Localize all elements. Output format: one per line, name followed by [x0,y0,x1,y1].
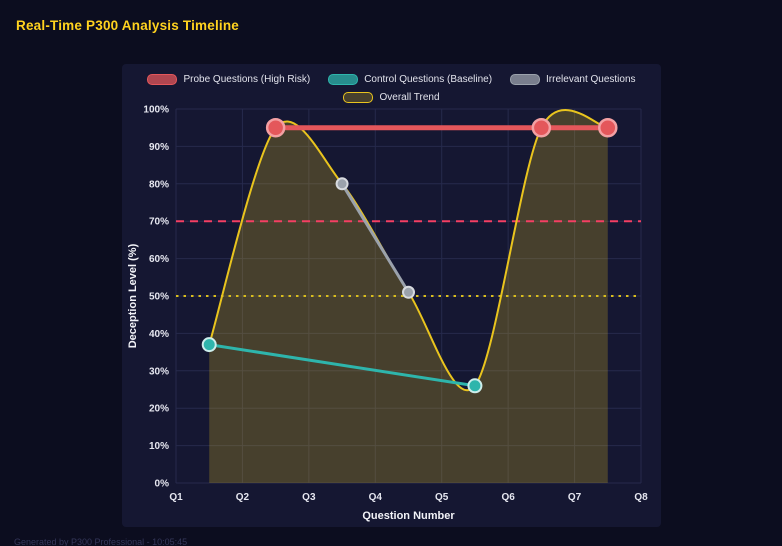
chart-legend: Probe Questions (High Risk) Control Ques… [122,64,661,105]
svg-text:Q5: Q5 [435,492,449,503]
svg-text:50%: 50% [149,292,169,303]
svg-text:30%: 30% [149,366,169,377]
svg-text:60%: 60% [149,254,169,265]
svg-text:10%: 10% [149,441,169,452]
svg-text:40%: 40% [149,329,169,340]
footer-text: Generated by P300 Professional - 10:05:4… [14,537,188,546]
legend-row-1: Probe Questions (High Risk) Control Ques… [122,71,661,87]
legend-swatch-trend [343,91,374,103]
chart-panel: Probe Questions (High Risk) Control Ques… [122,64,661,527]
svg-text:Deception Level (%): Deception Level (%) [127,243,139,348]
svg-text:80%: 80% [149,179,169,190]
svg-text:Question Number: Question Number [362,510,455,522]
legend-swatch-probe [147,73,178,85]
svg-text:20%: 20% [149,404,169,415]
legend-item-trend[interactable]: Overall Trend [343,91,440,103]
svg-text:Q2: Q2 [236,492,250,503]
legend-swatch-control [328,73,359,85]
legend-item-irrelevant[interactable]: Irrelevant Questions [510,73,636,85]
svg-text:0%: 0% [155,479,170,490]
svg-text:90%: 90% [149,142,169,153]
legend-label-trend: Overall Trend [379,91,440,103]
legend-swatch-irrelevant [510,73,541,85]
legend-label-probe: Probe Questions (High Risk) [183,73,311,85]
page-title: Real-Time P300 Analysis Timeline [16,18,240,33]
legend-label-control: Control Questions (Baseline) [364,73,493,85]
svg-text:Q1: Q1 [169,492,183,503]
legend-row-2: Overall Trend [122,89,661,105]
legend-item-probe[interactable]: Probe Questions (High Risk) [147,73,311,85]
svg-text:100%: 100% [143,105,169,116]
svg-text:Q8: Q8 [634,492,648,503]
svg-text:Q7: Q7 [568,492,582,503]
svg-text:Q3: Q3 [302,492,316,503]
timeline-chart: Q1 Q2 Q3 Q4 Q5 Q6 Q7 Q8 0% 10% 20% 30% 40% 50% 60% 70% 8… [127,105,648,523]
legend-label-irrelevant: Irrelevant Questions [546,73,636,85]
svg-text:Q4: Q4 [369,492,383,503]
legend-item-control[interactable]: Control Questions (Baseline) [328,73,493,85]
svg-text:70%: 70% [149,217,169,228]
svg-text:Q6: Q6 [501,492,515,503]
